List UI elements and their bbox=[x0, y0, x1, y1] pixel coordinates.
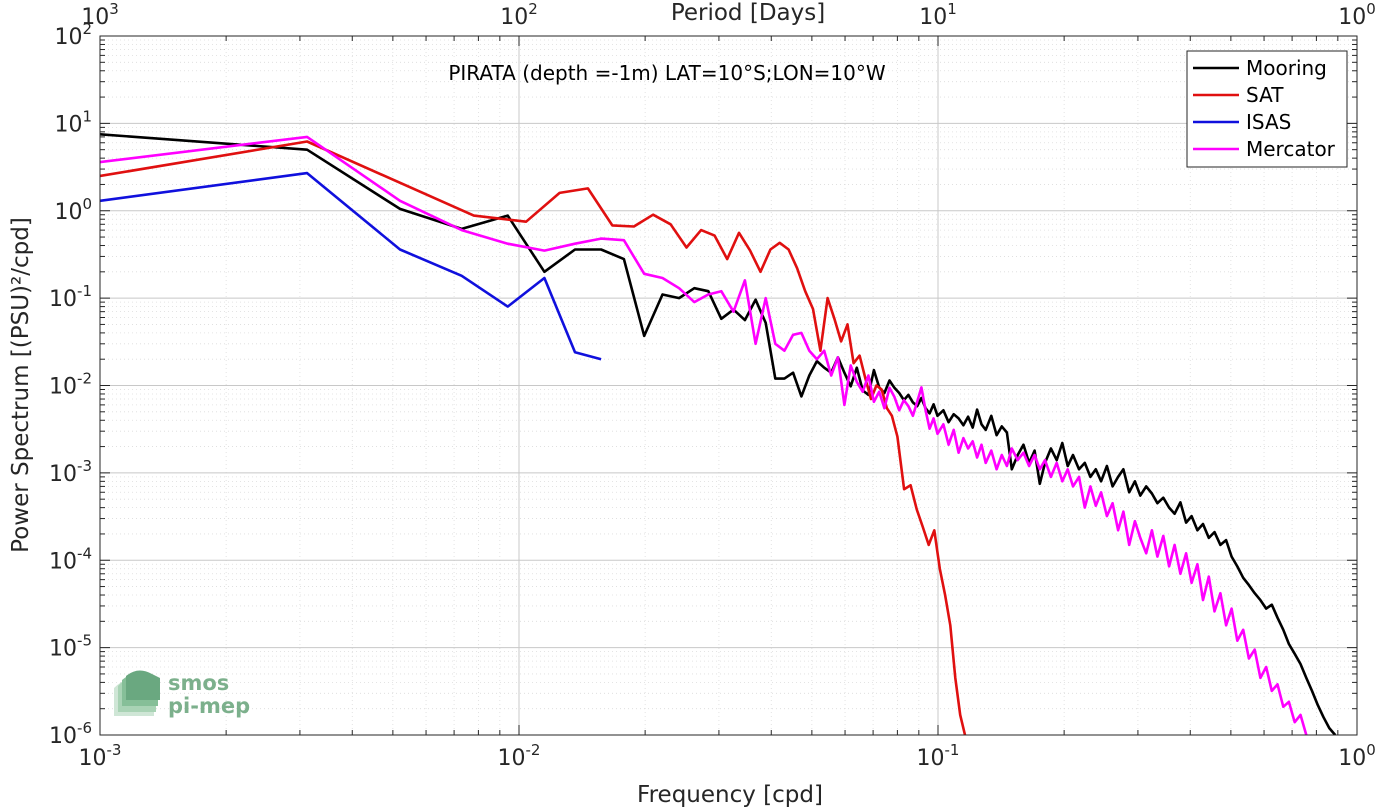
x2-tick-labels: 103 102 101 100 bbox=[81, 0, 1376, 30]
logo-line1: smos bbox=[168, 671, 229, 695]
x-axis-label: Frequency [cpd] bbox=[637, 782, 823, 808]
x2-tick-label: 103 bbox=[81, 0, 119, 30]
ticks bbox=[99, 35, 1358, 736]
x2-tick-label: 100 bbox=[1338, 0, 1376, 30]
x-tick-labels: 10-3 10-2 10-1 100 bbox=[79, 741, 1376, 771]
y-tick-label: 10-3 bbox=[49, 457, 92, 487]
y-tick-label: 10-6 bbox=[49, 719, 92, 749]
y-tick-label: 10-2 bbox=[49, 370, 92, 400]
legend-label-isas: ISAS bbox=[1246, 110, 1291, 134]
x-tick-label: 10-2 bbox=[498, 741, 541, 771]
x-tick-label: 10-3 bbox=[79, 741, 122, 771]
x2-axis-label: Period [Days] bbox=[671, 0, 825, 26]
series-mooring-line bbox=[100, 133, 1337, 735]
logo-mark bbox=[114, 670, 160, 716]
series-sat-line bbox=[100, 140, 967, 735]
series-layer bbox=[100, 133, 1337, 735]
x-tick-label: 10-1 bbox=[917, 741, 960, 771]
chart-title: PIRATA (depth =-1m) LAT=10°S;LON=10°W bbox=[448, 61, 886, 85]
minor-grid bbox=[100, 36, 1357, 735]
y-tick-label: 10-1 bbox=[49, 282, 92, 312]
legend-label-mercator: Mercator bbox=[1246, 137, 1336, 161]
x2-tick-label: 102 bbox=[500, 0, 538, 30]
x2-tick-label: 101 bbox=[919, 0, 957, 30]
y-axis-label: Power Spectrum [(PSU)²/cpd] bbox=[8, 217, 34, 553]
y-tick-label: 10-4 bbox=[49, 544, 92, 574]
smos-pi-mep-logo: smos pi-mep bbox=[114, 670, 250, 718]
legend-box bbox=[1186, 50, 1348, 168]
x-tick-label: 100 bbox=[1338, 741, 1376, 771]
series-mercator-line bbox=[100, 135, 1308, 735]
series-isas-line bbox=[100, 171, 602, 361]
legend-label-sat: SAT bbox=[1246, 83, 1284, 107]
y-tick-label: 10-5 bbox=[49, 632, 92, 662]
logo-line2: pi-mep bbox=[168, 694, 250, 718]
legend-label-mooring: Mooring bbox=[1246, 56, 1327, 80]
y-tick-label: 100 bbox=[54, 195, 92, 225]
y-tick-label: 102 bbox=[54, 20, 92, 50]
y-tick-label: 101 bbox=[54, 107, 92, 137]
y-tick-labels: 10-6 10-5 10-4 10-3 10-2 10-1 100 101 102 bbox=[49, 20, 92, 749]
legend: Mooring SAT ISAS Mercator bbox=[1186, 50, 1348, 168]
